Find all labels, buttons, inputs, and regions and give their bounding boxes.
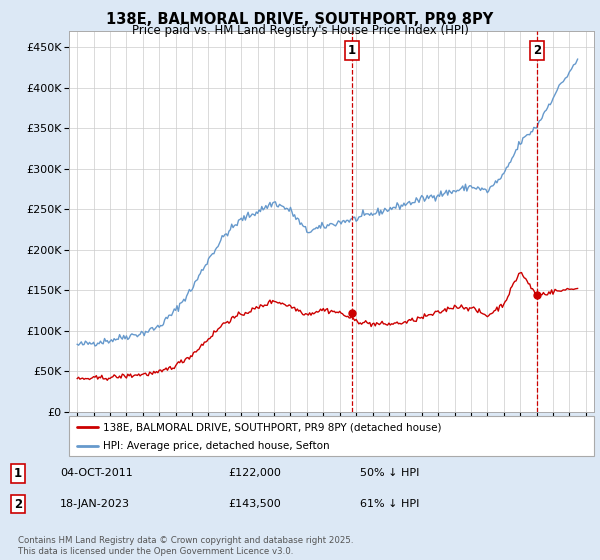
Text: 50% ↓ HPI: 50% ↓ HPI [360,468,419,478]
Text: 2: 2 [14,497,22,511]
Text: 04-OCT-2011: 04-OCT-2011 [60,468,133,478]
Text: 1: 1 [348,44,356,57]
Text: 138E, BALMORAL DRIVE, SOUTHPORT, PR9 8PY: 138E, BALMORAL DRIVE, SOUTHPORT, PR9 8PY [106,12,494,27]
Text: £143,500: £143,500 [228,499,281,509]
Text: 18-JAN-2023: 18-JAN-2023 [60,499,130,509]
Text: 1: 1 [14,466,22,480]
Text: Price paid vs. HM Land Registry's House Price Index (HPI): Price paid vs. HM Land Registry's House … [131,24,469,36]
Text: HPI: Average price, detached house, Sefton: HPI: Average price, detached house, Seft… [103,441,330,451]
Text: Contains HM Land Registry data © Crown copyright and database right 2025.
This d: Contains HM Land Registry data © Crown c… [18,536,353,556]
Text: £122,000: £122,000 [228,468,281,478]
Text: 138E, BALMORAL DRIVE, SOUTHPORT, PR9 8PY (detached house): 138E, BALMORAL DRIVE, SOUTHPORT, PR9 8PY… [103,422,442,432]
FancyBboxPatch shape [69,416,594,456]
Text: 2: 2 [533,44,541,57]
Text: 61% ↓ HPI: 61% ↓ HPI [360,499,419,509]
